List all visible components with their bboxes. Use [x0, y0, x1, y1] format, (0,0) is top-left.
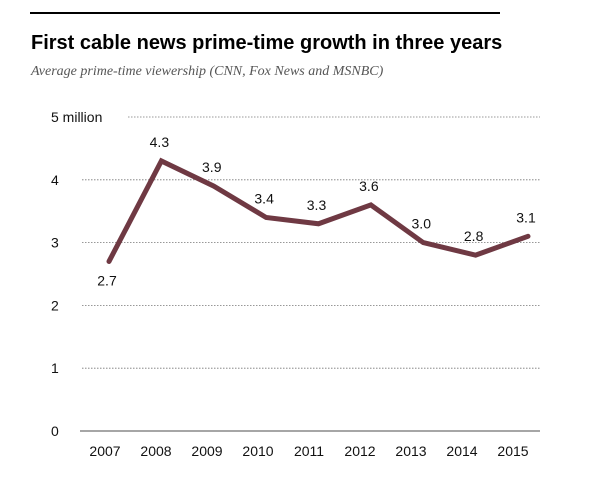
y-tick-label: 2	[51, 297, 59, 313]
data-label: 3.3	[307, 197, 327, 213]
data-label: 3.9	[202, 159, 222, 175]
y-tick-label: 1	[51, 360, 59, 376]
x-tick-label: 2009	[191, 443, 222, 459]
y-tick-label: 5 million	[51, 109, 102, 125]
series-line	[106, 157, 531, 264]
data-label: 2.7	[97, 272, 117, 288]
top-rule	[30, 12, 500, 14]
x-tick-label: 2014	[446, 443, 477, 459]
x-tick-label: 2008	[140, 443, 171, 459]
data-label: 3.0	[412, 216, 432, 232]
x-tick-label: 2010	[242, 443, 273, 459]
x-tick-label: 2007	[89, 443, 120, 459]
chart-title: First cable news prime-time growth in th…	[31, 32, 503, 54]
x-tick-label: 2013	[395, 443, 426, 459]
data-label: 3.1	[516, 209, 536, 225]
y-tick-label: 3	[51, 235, 59, 251]
x-tick-label: 2015	[497, 443, 528, 459]
x-tick-label: 2011	[294, 443, 324, 459]
data-label: 2.8	[464, 228, 484, 244]
data-label: 3.6	[359, 178, 379, 194]
chart-subtitle: Average prime-time viewership (CNN, Fox …	[31, 64, 384, 79]
y-tick-label: 0	[51, 423, 59, 439]
x-tick-label: 2012	[344, 443, 375, 459]
y-tick-label: 4	[51, 172, 59, 188]
data-label: 4.3	[150, 134, 170, 150]
data-label: 3.4	[254, 190, 274, 206]
